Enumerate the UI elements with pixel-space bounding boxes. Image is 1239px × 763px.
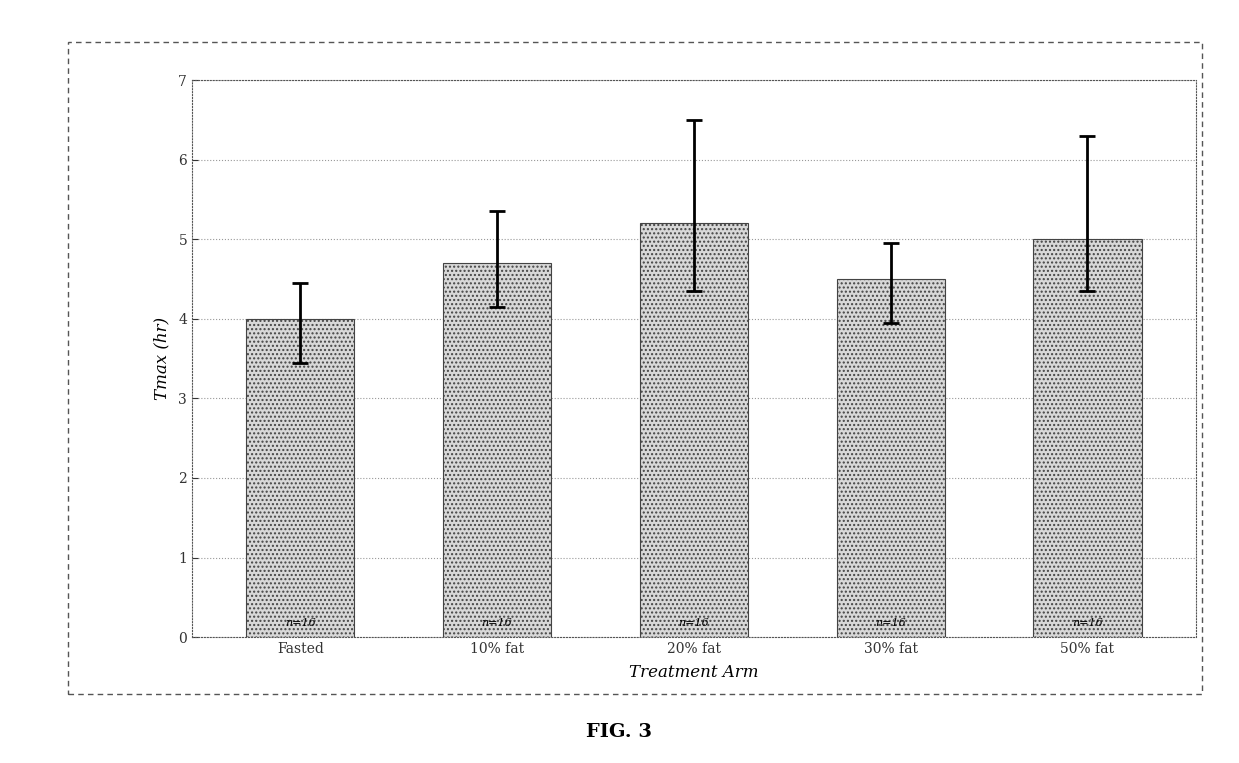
Text: FIG. 3: FIG. 3 bbox=[586, 723, 653, 742]
Text: n=16: n=16 bbox=[679, 617, 709, 627]
Y-axis label: Tmax (hr): Tmax (hr) bbox=[152, 317, 170, 400]
Bar bbox=[639, 224, 748, 637]
Text: n=16: n=16 bbox=[285, 617, 316, 627]
Text: n=16: n=16 bbox=[875, 617, 906, 627]
Bar bbox=[836, 279, 945, 637]
Text: n=16: n=16 bbox=[1072, 617, 1103, 627]
Bar bbox=[1033, 240, 1141, 637]
X-axis label: Treatment Arm: Treatment Arm bbox=[629, 665, 758, 681]
Bar bbox=[444, 263, 551, 637]
Bar bbox=[247, 319, 354, 637]
Text: n=16: n=16 bbox=[482, 617, 513, 627]
